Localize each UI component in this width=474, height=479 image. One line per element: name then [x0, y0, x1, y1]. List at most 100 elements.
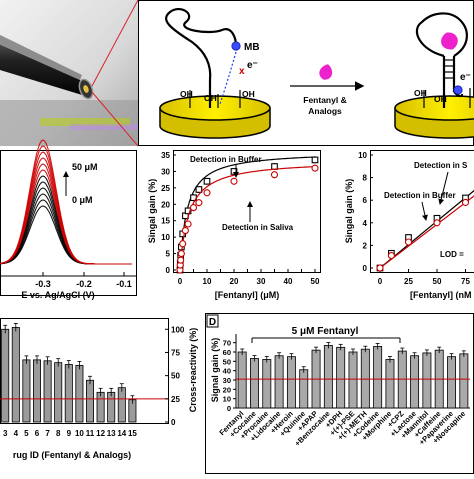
interferent-ytick-label: 60: [223, 348, 231, 357]
interferent-title: 5 μM Fentanyl: [292, 326, 359, 337]
linear-ytick-label: 10: [358, 151, 367, 160]
linear-ytick-label: 2: [363, 241, 368, 250]
crossreact-bar: [44, 361, 51, 422]
volt-top-label: 50 μM: [72, 162, 98, 172]
linear-buffer-label: Detection in Buffer: [384, 191, 456, 200]
arrow-label-line1: Fentanyl &: [303, 95, 346, 105]
crossreact-ylabel: Cross-reactivity (%): [188, 328, 198, 413]
crossreact-xtick-label: 15: [128, 429, 137, 438]
linear-point-saliva: [463, 199, 469, 205]
linear-xtick-label: 50: [433, 277, 442, 286]
titration-ytick-label: 25: [161, 184, 170, 193]
interferent-bar: [250, 359, 258, 408]
interferent-bar: [374, 346, 382, 408]
linear-lod-label: LOD =: [440, 250, 464, 259]
crossreact-xtick-label: 6: [35, 429, 40, 438]
titration-xtick-label: 30: [257, 277, 266, 286]
linear-point-saliva: [388, 253, 394, 259]
interferent-bar: [349, 352, 357, 408]
titration-point-saliva: [272, 172, 278, 178]
linear-xlabel: [Fentanyl] (nM: [410, 290, 472, 300]
titration-point-buffer: [204, 178, 210, 184]
titration-point-saliva: [231, 178, 237, 184]
titration-xtick-label: 0: [178, 277, 183, 286]
linear-ylabel: Singal gain (%): [344, 179, 354, 244]
titration-point-saliva: [180, 241, 186, 247]
interferent-bar: [287, 357, 295, 408]
crossreact-xtick-label: 13: [107, 429, 116, 438]
crossreact-bar: [97, 392, 104, 422]
titration-saliva-label: Detection in Saliva: [222, 223, 294, 232]
interferent-ylabel: Signal gain (%): [210, 338, 220, 403]
interferent-bar: [324, 345, 332, 408]
titration-ytick-label: 10: [161, 233, 170, 242]
linear-xtick-label: 25: [404, 277, 413, 286]
crossreact-bar: [55, 363, 62, 422]
oh-label-5: OH: [434, 94, 447, 104]
volt-xlabel: E vs. Ag/AgCl (V): [21, 290, 94, 300]
crossreact-xtick-label: 14: [117, 429, 126, 438]
titration-xlabel: [Fentanyl] (μM): [215, 290, 280, 300]
linear-point-saliva: [406, 239, 412, 245]
oh-label-2: OH: [204, 93, 217, 103]
interferent-bar: [460, 354, 468, 408]
volt-xtick-3: -0.1: [116, 279, 132, 289]
crossreact-xtick-label: 12: [96, 429, 105, 438]
titration-point-saliva: [196, 200, 202, 206]
electron-x-mark: x: [239, 66, 245, 77]
titration-point-saliva: [178, 251, 184, 257]
crossreact-xtick-label: 10: [75, 429, 84, 438]
interferent-bar: [238, 352, 246, 408]
crossreact-xtick-label: 11: [86, 429, 95, 438]
titration-point-saliva: [312, 165, 318, 171]
electron-label-left: e⁻: [247, 60, 258, 71]
interferent-bar: [275, 356, 283, 408]
linear-point-saliva: [434, 220, 440, 226]
titration-ylabel: Singal gain (%): [147, 179, 157, 244]
crossreact-bar: [12, 327, 19, 422]
interferent-ytick-label: 0: [227, 404, 231, 413]
volt-xtick-2: -0.2: [76, 279, 92, 289]
crossreact-bar: [2, 329, 9, 422]
electron-label-right: e⁻: [460, 72, 471, 83]
interferent-ytick-label: 50: [223, 357, 231, 366]
interferent-ytick-label: 70: [223, 339, 231, 348]
interferent-bar: [447, 357, 455, 408]
crossreact-bar: [76, 365, 83, 422]
interferent-ytick-label: 20: [223, 385, 231, 394]
interferent-bar: [337, 347, 345, 408]
titration-xtick-label: 10: [203, 277, 212, 286]
crossreact-xtick-label: 7: [45, 429, 50, 438]
crossreact-bar: [108, 392, 115, 422]
titration-buffer-label: Detection in Buffer: [190, 155, 262, 164]
linear-xtick-label: 75: [461, 277, 470, 286]
linear-ytick-label: 8: [363, 174, 368, 183]
linear-point-saliva: [377, 265, 383, 271]
crossreact-xtick-label: 8: [56, 429, 61, 438]
crossreact-ytick-label: 75: [171, 348, 180, 357]
crossreact-bar: [33, 360, 40, 422]
oh-label-3: OH: [242, 89, 255, 99]
oh-label-4: OH: [414, 88, 427, 98]
titration-point-saliva: [185, 221, 191, 227]
volt-xtick-1: -0.3: [35, 279, 51, 289]
interferent-bar: [300, 370, 308, 408]
mb-label: MB: [244, 42, 260, 53]
titration-ytick-label: 20: [161, 200, 170, 209]
titration-ytick-label: 0: [166, 266, 171, 275]
crossreact-xtick-label: 4: [14, 429, 19, 438]
oh-label-1: OH: [180, 89, 193, 99]
titration-frame: [174, 151, 321, 273]
titration-point-saliva: [191, 205, 197, 211]
interferent-bar: [263, 359, 271, 408]
interferent-bar: [423, 353, 431, 408]
crossreact-ytick-label: 25: [171, 395, 180, 404]
titration-xtick-label: 40: [284, 277, 293, 286]
crossreact-xlabel: rug ID (Fentanyl & Analogs): [13, 450, 131, 460]
panel-letter: D: [209, 317, 216, 328]
linear-xtick-label: 0: [378, 277, 383, 286]
linear-ytick-label: 0: [363, 264, 368, 273]
interferent-ytick-label: 40: [223, 367, 231, 376]
